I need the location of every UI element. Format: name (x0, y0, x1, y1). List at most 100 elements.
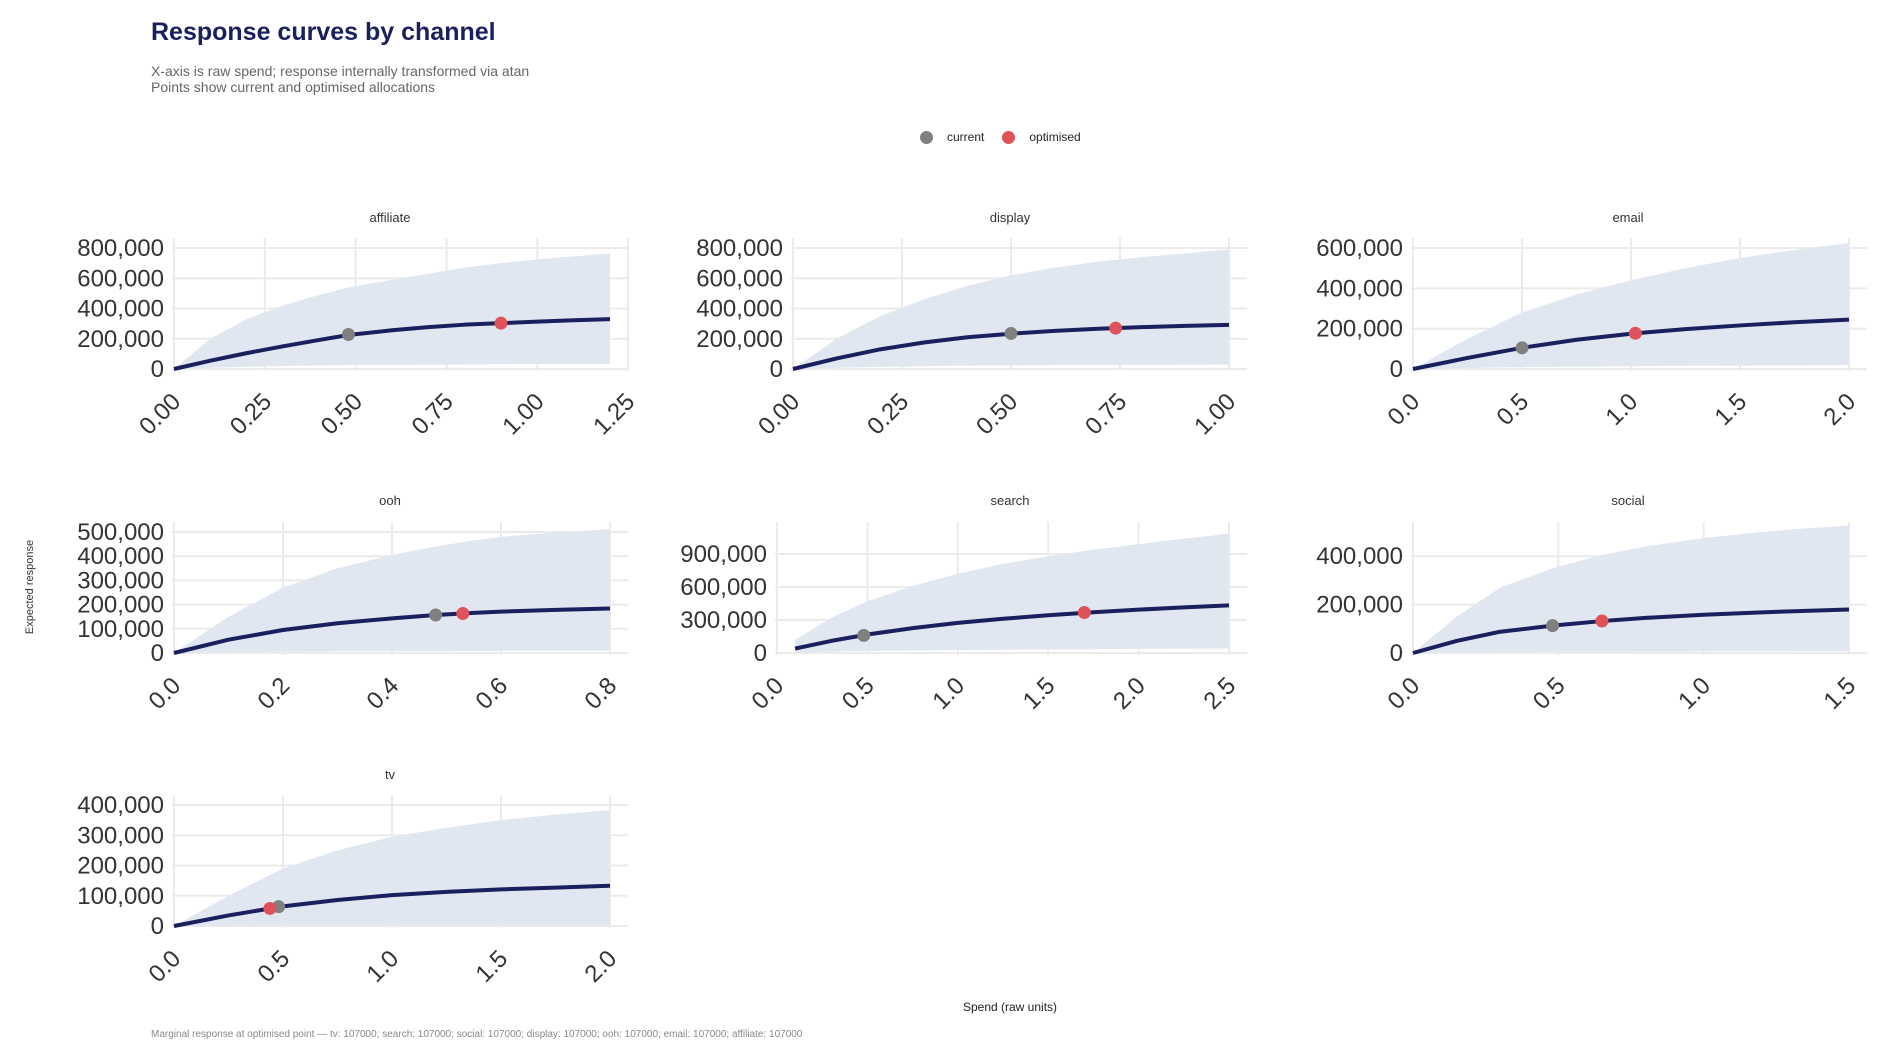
current-point (1546, 619, 1560, 633)
response-curve (794, 603, 1230, 651)
x-tick-label: 0.8 (580, 672, 623, 715)
credible-band (174, 529, 610, 653)
panel-title: display (990, 210, 1031, 225)
x-tick-label: 1.00 (1189, 388, 1241, 440)
panel-title: affiliate (370, 210, 411, 225)
x-tick-label: 0.0 (144, 672, 187, 715)
optimised-point (456, 607, 470, 621)
y-tick-label: 400,000 (1316, 275, 1403, 302)
panel-display: display 0 200,000 400,000 600,000 800,000 0.00… (696, 210, 1247, 440)
response-curve (173, 317, 611, 371)
x-tick-label: 2.5 (1199, 672, 1242, 715)
current-point (341, 328, 355, 342)
x-tick-label: 0.5 (253, 945, 296, 988)
legend-label-current: current (947, 130, 985, 144)
chart-subtitle-line-2: Points show current and optimised alloca… (151, 79, 436, 95)
y-tick-label: 500,000 (77, 519, 164, 546)
y-tick-label: 0 (1390, 640, 1403, 667)
y-tick-label: 0 (754, 640, 767, 667)
panel-title: search (990, 493, 1029, 508)
panel-title: social (1611, 493, 1644, 508)
chart-subtitle-line-1: X-axis is raw spend; response internally… (151, 63, 530, 79)
chart-title: Response curves by channel (151, 18, 496, 46)
x-tick-label: 0.6 (471, 672, 514, 715)
x-tick-label: 0.4 (362, 672, 405, 715)
x-tick-label: 2.0 (1108, 672, 1151, 715)
x-tick-label: 1.5 (1710, 388, 1753, 431)
x-tick-label: 0.25 (225, 388, 277, 440)
credible-band (793, 249, 1229, 369)
y-tick-label: 300,000 (680, 607, 767, 634)
legend: current optimised (920, 130, 1099, 144)
y-tick-label: 800,000 (77, 235, 164, 262)
x-tick-label: 1.0 (1673, 672, 1716, 715)
x-tick-label: 0.5 (1492, 388, 1535, 431)
legend-item-optimised: optimised (1002, 130, 1081, 144)
x-tick-label: 1.5 (471, 945, 514, 988)
optimised-point (263, 901, 277, 915)
legend-swatch-current (920, 130, 933, 144)
x-tick-label: 0.0 (1383, 388, 1426, 431)
x-tick-label: 0.00 (134, 388, 186, 440)
y-tick-label: 0 (151, 356, 164, 383)
current-point (1004, 326, 1018, 340)
optimised-point (494, 316, 508, 330)
y-tick-label: 400,000 (77, 296, 164, 323)
caption: Marginal response at optimised point — t… (151, 1029, 803, 1040)
panel-email: email 0 200,000 400,000 600,000 0.0 0.5 1.0 1.5 2… (1316, 210, 1867, 431)
y-tick-label: 0 (770, 356, 783, 383)
y-tick-label: 200,000 (696, 326, 783, 353)
x-tick-label: 1.5 (1819, 672, 1862, 715)
y-tick-label: 100,000 (77, 616, 164, 643)
optimised-point (1077, 606, 1091, 620)
legend-swatch-optimised (1002, 130, 1016, 144)
panel-tv: tv 0 100,000 200,000 300,000 400,000 0.0 0.5 1.0… (77, 767, 628, 988)
response-curve (173, 883, 611, 928)
current-point (429, 608, 443, 622)
optimised-point (1628, 326, 1642, 340)
x-tick-label: 0.50 (316, 388, 368, 440)
y-tick-label: 300,000 (77, 822, 164, 849)
panel-title: tv (385, 767, 396, 782)
y-tick-label: 100,000 (77, 883, 164, 910)
y-tick-label: 200,000 (77, 326, 164, 353)
x-tick-label: 1.5 (1018, 672, 1061, 715)
y-axis-label: Expected response (24, 539, 36, 635)
optimised-point (1595, 614, 1609, 628)
y-tick-label: 600,000 (1316, 235, 1403, 262)
credible-band (174, 253, 610, 369)
y-tick-label: 400,000 (696, 296, 783, 323)
x-tick-label: 2.0 (580, 945, 623, 988)
panel-search: search 0 300,000 600,000 900,000 0.0 0.5 1.0 1.5… (680, 493, 1247, 715)
y-tick-label: 0 (151, 640, 164, 667)
y-tick-label: 400,000 (77, 543, 164, 570)
y-tick-label: 400,000 (1316, 543, 1403, 570)
panel-social: social 0 200,000 400,000 0.0 0.5 1.0 1.5 (1316, 493, 1867, 715)
x-tick-label: 0.75 (1080, 388, 1132, 440)
x-tick-label: 0.25 (862, 388, 914, 440)
x-tick-label: 0.2 (253, 672, 296, 715)
panel-title: ooh (379, 493, 401, 508)
x-tick-label: 1.0 (927, 672, 970, 715)
y-tick-label: 600,000 (77, 265, 164, 292)
response-curve (1412, 607, 1850, 655)
x-tick-label: 1.0 (362, 945, 405, 988)
x-tick-label: 2.0 (1819, 388, 1862, 431)
y-tick-label: 0 (1390, 356, 1403, 383)
x-tick-label: 0.0 (144, 945, 187, 988)
x-tick-label: 0.50 (971, 388, 1023, 440)
y-tick-label: 200,000 (77, 853, 164, 880)
y-tick-label: 900,000 (680, 541, 767, 568)
credible-band (1413, 242, 1849, 369)
x-tick-label: 1.00 (497, 388, 549, 440)
y-tick-label: 200,000 (1316, 316, 1403, 343)
legend-item-current: current (920, 130, 984, 144)
x-tick-label: 1.25 (588, 388, 640, 440)
y-tick-label: 400,000 (77, 792, 164, 819)
x-tick-label: 0.75 (407, 388, 459, 440)
x-tick-label: 0.5 (1528, 672, 1571, 715)
x-axis-label: Spend (raw units) (962, 1000, 1058, 1014)
panel-affiliate: affiliate 0 200,000 400,000 600,000 800,000 0.… (77, 210, 640, 440)
response-curve (173, 606, 611, 655)
